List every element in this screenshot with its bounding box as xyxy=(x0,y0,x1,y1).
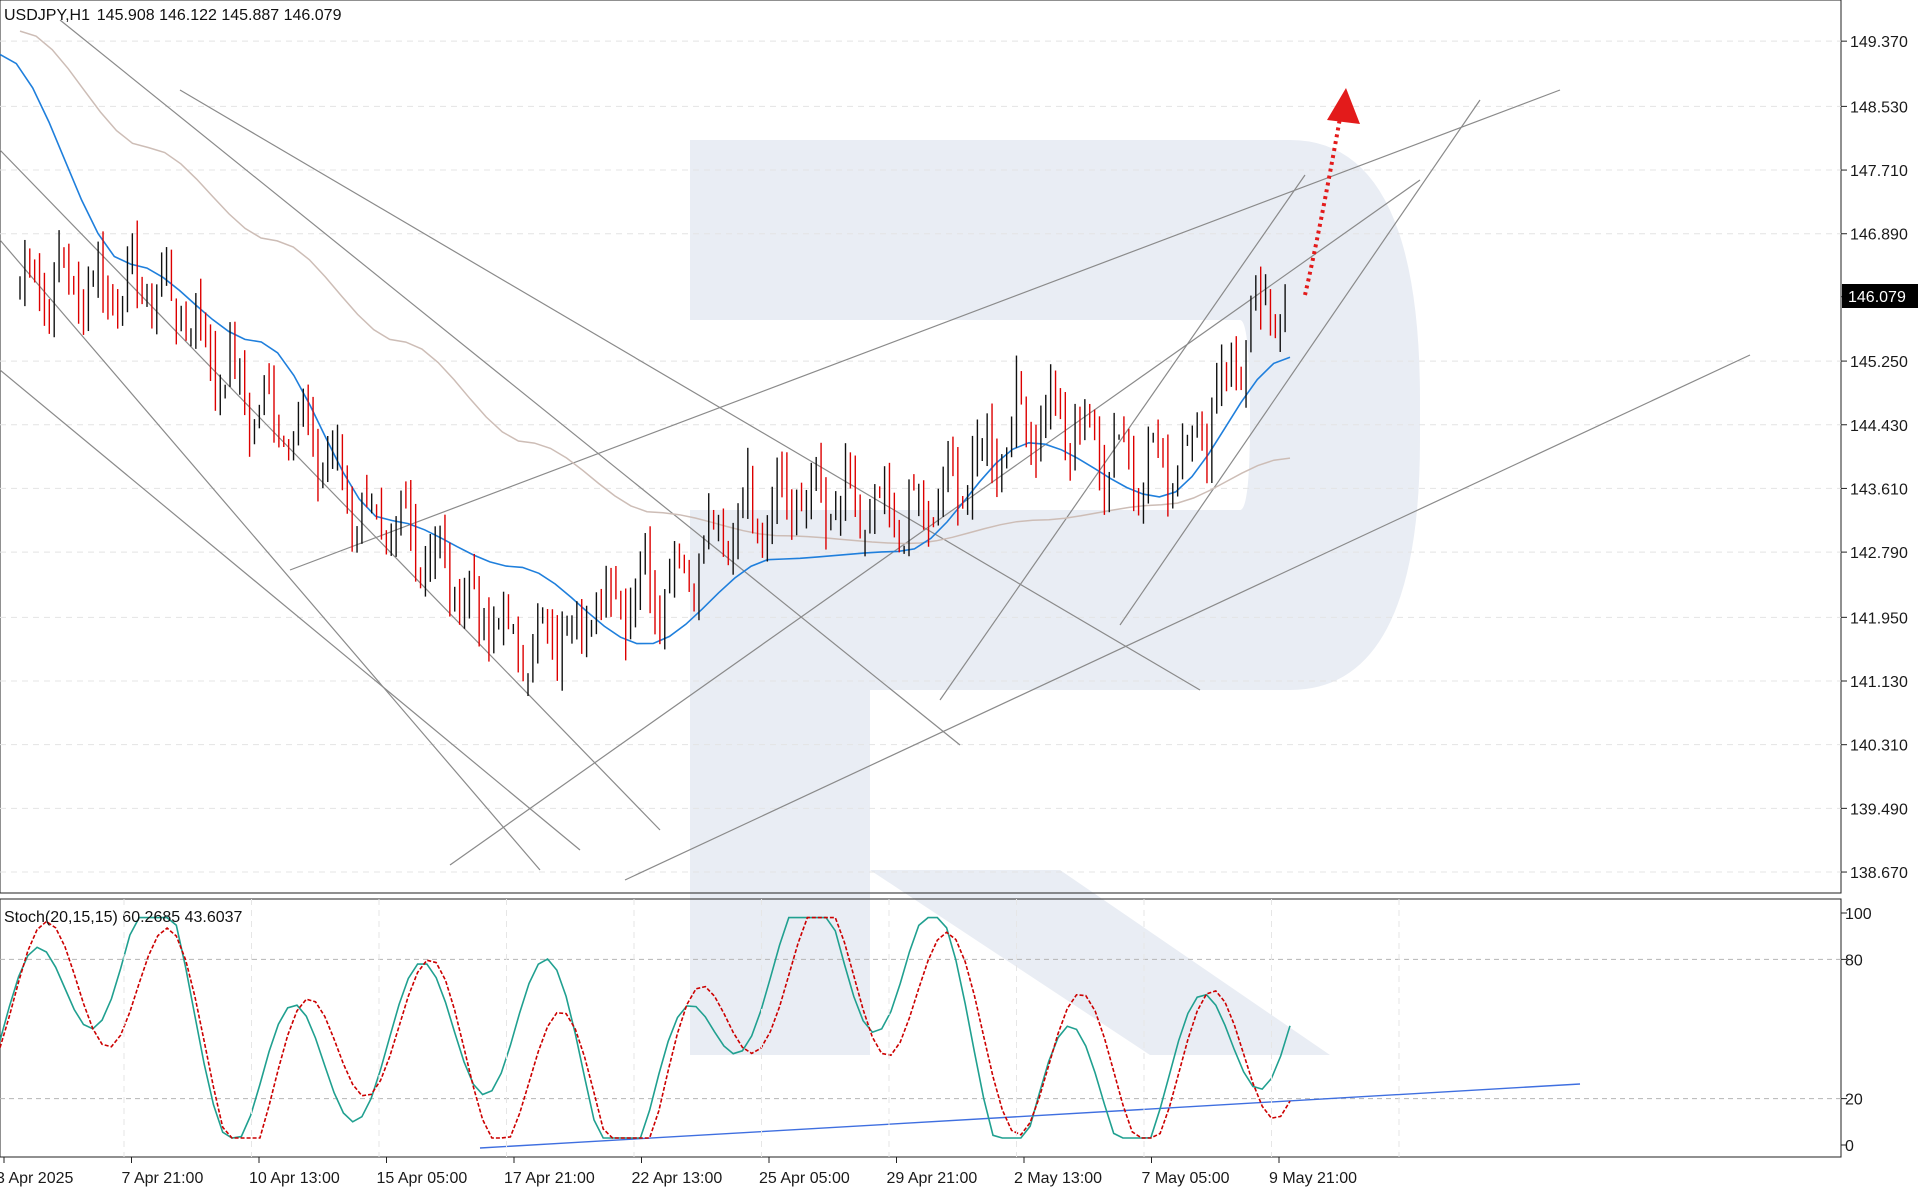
forecast-arrow xyxy=(1303,88,1360,296)
time-tick-label: 2 May 13:00 xyxy=(1014,1170,1102,1187)
price-tick-label: 149.370 xyxy=(1850,34,1908,51)
time-tick-label: 7 May 05:00 xyxy=(1142,1170,1230,1187)
price-candles xyxy=(19,220,1286,697)
price-axis[interactable]: 149.370 148.530 147.710 146.890 145.250 144.4… xyxy=(1841,34,1908,882)
stoch-signal-line xyxy=(0,916,1291,1139)
trend-line xyxy=(59,19,961,746)
trend-line xyxy=(624,354,1751,881)
time-tick-label: 7 Apr 21:00 xyxy=(122,1170,204,1187)
stoch-label: Stoch(20,15,15) 60.2685 43.6037 xyxy=(4,909,243,926)
trend-line xyxy=(179,89,1201,691)
stoch-grid xyxy=(0,958,1841,1100)
current-price-label: 146.079 xyxy=(1848,289,1906,306)
price-tick-label: 142.790 xyxy=(1850,545,1908,562)
forecast-arrowhead xyxy=(1327,88,1360,124)
chart-header: USDJPY,H1 145.908 146.122 145.887 146.079 xyxy=(4,7,342,24)
time-tick-label: 25 Apr 05:00 xyxy=(759,1170,850,1187)
trend-lines xyxy=(0,19,1751,881)
time-tick-label: 17 Apr 21:00 xyxy=(504,1170,595,1187)
price-tick-label: 145.250 xyxy=(1850,354,1908,371)
price-tick-label: 141.130 xyxy=(1850,674,1908,691)
price-tick-label: 147.710 xyxy=(1850,163,1908,180)
price-tick-label: 148.530 xyxy=(1850,99,1908,116)
price-tick-label: 139.490 xyxy=(1850,801,1908,818)
stoch-tick-label: 100 xyxy=(1845,906,1872,923)
moving-average-slow xyxy=(19,30,1291,545)
trend-line xyxy=(939,174,1306,701)
price-tick-label: 141.950 xyxy=(1850,610,1908,627)
stoch-trend-line xyxy=(479,1083,1581,1149)
price-panel[interactable]: USDJPY,H1 145.908 146.122 145.887 146.079 xyxy=(0,0,1842,894)
time-tick-label: 10 Apr 13:00 xyxy=(249,1170,340,1187)
time-tick-label: 29 Apr 21:00 xyxy=(887,1170,978,1187)
price-tick-label: 146.890 xyxy=(1850,227,1908,244)
time-tick-label: 3 Apr 2025 xyxy=(0,1170,74,1187)
stoch-tick-label: 20 xyxy=(1845,1092,1863,1109)
trend-line xyxy=(289,89,1561,571)
price-tick-label: 140.310 xyxy=(1850,738,1908,755)
stoch-axis[interactable]: 100 80 20 0 xyxy=(1841,906,1872,1155)
watermark-logo xyxy=(508,140,1420,1055)
price-tick-label: 144.430 xyxy=(1850,418,1908,435)
stochastic-panel[interactable]: Stoch(20,15,15) 60.2685 43.6037 xyxy=(0,898,1842,1158)
stoch-tick-label: 80 xyxy=(1845,952,1863,969)
forecast-path xyxy=(1303,117,1342,296)
time-tick-label: 9 May 21:00 xyxy=(1269,1170,1357,1187)
price-tick-label: 138.670 xyxy=(1850,865,1908,882)
stoch-tick-label: 0 xyxy=(1845,1138,1854,1155)
trend-line xyxy=(0,369,581,851)
time-tick-label: 22 Apr 13:00 xyxy=(632,1170,723,1187)
stoch-main-line xyxy=(0,916,1291,1139)
current-price-marker: 146.079 xyxy=(1842,284,1918,308)
trend-line xyxy=(449,179,1421,866)
price-tick-label: 143.610 xyxy=(1850,481,1908,498)
trend-line xyxy=(0,239,541,871)
trend-line xyxy=(1119,99,1481,626)
time-axis[interactable]: 3 Apr 2025 7 Apr 21:00 10 Apr 13:00 15 Apr … xyxy=(0,1157,1357,1187)
price-grid xyxy=(0,40,1841,873)
trend-line xyxy=(0,149,661,831)
time-tick-label: 15 Apr 05:00 xyxy=(377,1170,468,1187)
